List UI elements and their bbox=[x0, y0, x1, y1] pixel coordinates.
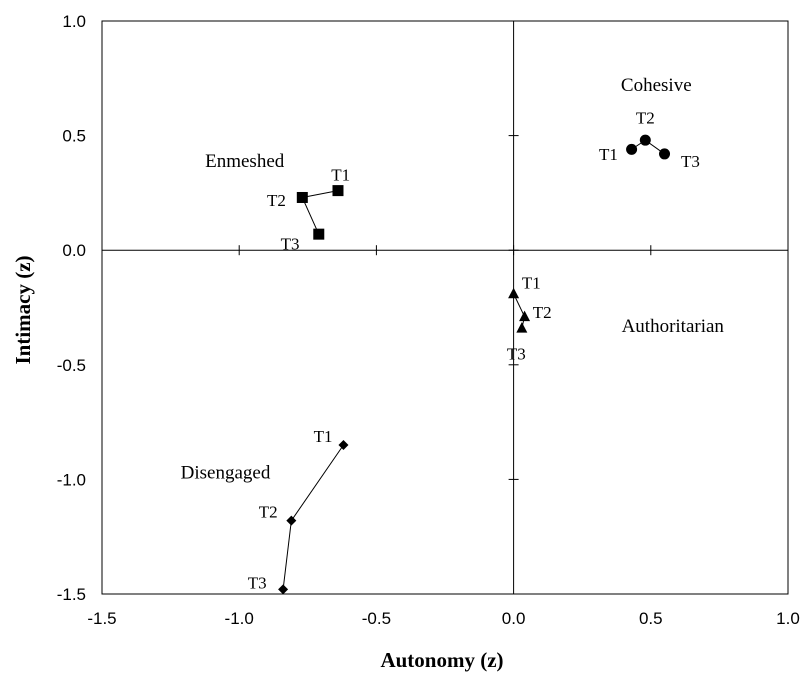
x-tick-label: 1.0 bbox=[776, 609, 800, 628]
series-lines bbox=[282, 139, 665, 590]
y-tick-label: -1.0 bbox=[57, 470, 86, 489]
cohesive-marker-t2 bbox=[639, 134, 651, 146]
cohesive-point-label-t2: T2 bbox=[636, 108, 655, 127]
y-tick-label: 0.5 bbox=[62, 127, 86, 146]
disengaged-marker-t2 bbox=[286, 515, 297, 526]
plot-border bbox=[101, 20, 789, 595]
cohesive-point-label-t3: T3 bbox=[681, 152, 700, 171]
disengaged-point-label-t1: T1 bbox=[314, 427, 333, 446]
y-axis-title: Intimacy (z) bbox=[11, 255, 35, 364]
y-tick-label: -0.5 bbox=[57, 356, 86, 375]
x-tick-label: 0.5 bbox=[639, 609, 663, 628]
authoritarian-point-label-t3: T3 bbox=[507, 344, 526, 363]
x-tick-label: -1.0 bbox=[225, 609, 254, 628]
enmeshed-point-label-t2: T2 bbox=[267, 191, 286, 210]
tick-marks bbox=[101, 20, 789, 595]
cluster-labels: Cohesive Enmeshed Authoritarian Disengaged bbox=[181, 75, 725, 483]
tick-labels: -1.5 -1.0 -0.5 0.0 0.5 1.0 -1.5 -1.0 -0.5 0.0 0.5 1… bbox=[57, 12, 800, 628]
x-tick-label: 0.0 bbox=[502, 609, 526, 628]
disengaged-cluster-label: Disengaged bbox=[181, 463, 271, 484]
y-tick-label: 0.0 bbox=[62, 241, 86, 260]
authoritarian-marker-t3 bbox=[516, 322, 528, 333]
cohesive-marker-t1 bbox=[626, 143, 638, 155]
authoritarian-point-label-t2: T2 bbox=[533, 303, 552, 322]
authoritarian-point-label-t1: T1 bbox=[522, 273, 541, 292]
enmeshed-marker-t1 bbox=[332, 185, 344, 197]
data-markers bbox=[278, 134, 671, 595]
disengaged-point-label-t2: T2 bbox=[259, 502, 278, 521]
axes bbox=[102, 21, 788, 594]
x-tick-label: -0.5 bbox=[362, 609, 391, 628]
authoritarian-marker-t2 bbox=[519, 310, 531, 322]
enmeshed-cluster-label: Enmeshed bbox=[205, 151, 285, 172]
authoritarian-cluster-label: Authoritarian bbox=[622, 316, 725, 337]
enmeshed-point-label-t3: T3 bbox=[281, 234, 300, 253]
cohesive-point-label-t1: T1 bbox=[599, 145, 618, 164]
enmeshed-point-label-t1: T1 bbox=[331, 166, 350, 185]
disengaged-marker-t3 bbox=[278, 584, 289, 595]
disengaged-point-label-t3: T3 bbox=[248, 574, 267, 593]
point-labels: T1 T2 T3 T1 T2 T3 T1 T2 T3 T1 T2 T3 bbox=[248, 108, 700, 592]
x-tick-label: -1.5 bbox=[87, 609, 116, 628]
disengaged-marker-t1 bbox=[338, 440, 349, 451]
authoritarian-marker-t1 bbox=[508, 287, 520, 299]
y-tick-label: 1.0 bbox=[62, 12, 86, 31]
cohesive-cluster-label: Cohesive bbox=[621, 75, 692, 96]
cohesive-marker-t3 bbox=[659, 148, 671, 160]
plot-area bbox=[101, 20, 789, 595]
authoritarian-line bbox=[513, 293, 526, 329]
y-tick-label: -1.5 bbox=[57, 585, 86, 604]
x-axis-title: Autonomy (z) bbox=[380, 648, 503, 672]
enmeshed-marker-t3 bbox=[313, 228, 325, 240]
enmeshed-marker-t2 bbox=[296, 191, 308, 203]
